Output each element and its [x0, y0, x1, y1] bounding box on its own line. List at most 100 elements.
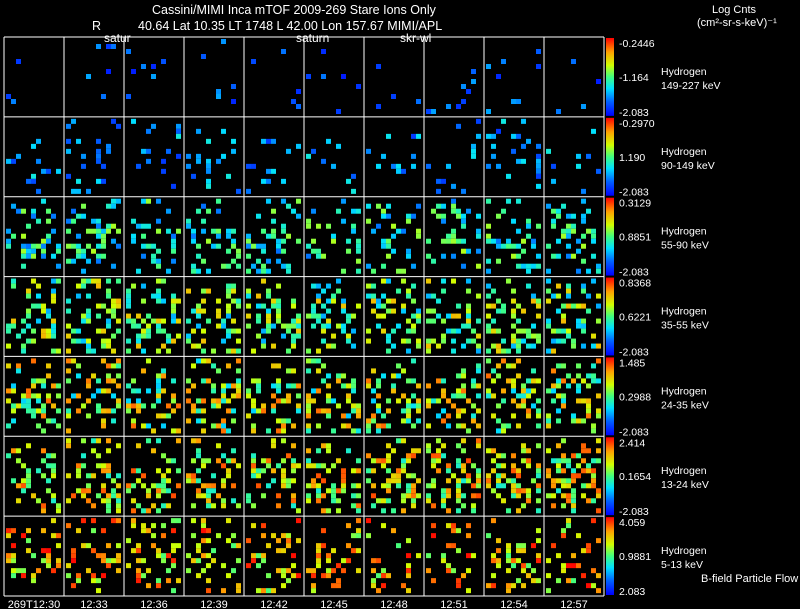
heatmap-cell: [516, 198, 521, 204]
heatmap-cell: [281, 458, 286, 464]
heatmap-cell: [341, 558, 346, 564]
heatmap-cell: [556, 293, 561, 299]
heatmap-cell: [366, 148, 371, 154]
heatmap-cell: [351, 208, 356, 214]
heatmap-cell: [496, 74, 501, 79]
heatmap-cell: [526, 333, 531, 339]
heatmap-cell: [31, 173, 36, 179]
heatmap-cell: [191, 518, 196, 524]
heatmap-cell: [381, 278, 386, 284]
heatmap-cell: [261, 343, 266, 349]
heatmap-cell: [521, 503, 526, 509]
heatmap-cell: [521, 398, 526, 404]
heatmap-cell: [236, 188, 241, 194]
heatmap-cell: [341, 423, 346, 429]
heatmap-cell: [56, 503, 61, 509]
heatmap-cell: [36, 188, 41, 194]
heatmap-cell: [461, 463, 466, 469]
heatmap-cell: [581, 378, 586, 384]
heatmap-cell: [576, 453, 581, 459]
heatmap-cell: [116, 518, 121, 524]
heatmap-cell: [386, 443, 391, 449]
heatmap-cell: [461, 373, 466, 379]
heatmap-cell: [476, 438, 481, 444]
heatmap-cell: [511, 288, 516, 294]
heatmap-cell: [436, 178, 441, 184]
heatmap-cell: [46, 373, 51, 379]
heatmap-cell: [411, 423, 416, 429]
heatmap-cell: [401, 408, 406, 414]
heatmap-cell: [171, 458, 176, 464]
heatmap-cell: [411, 213, 416, 219]
heatmap-cell: [311, 248, 316, 254]
heatmap-cell: [496, 163, 501, 169]
heatmap-cell: [371, 458, 376, 464]
heatmap-cell: [116, 473, 121, 479]
heatmap-cell: [416, 478, 421, 484]
heatmap-cell: [276, 493, 281, 499]
heatmap-cell: [41, 238, 46, 244]
heatmap-cell: [111, 118, 116, 124]
heatmap-cell: [456, 373, 461, 379]
heatmap-cell: [111, 408, 116, 414]
heatmap-cell: [341, 488, 346, 494]
heatmap-cell: [71, 218, 76, 224]
heatmap-cell: [46, 463, 51, 469]
heatmap-cell: [231, 148, 236, 154]
heatmap-cell: [46, 488, 51, 494]
heatmap-cell: [201, 568, 206, 574]
heatmap-cell: [66, 243, 71, 249]
heatmap-cell: [111, 313, 116, 319]
heatmap-cell: [221, 383, 226, 389]
heatmap-cell: [451, 198, 456, 204]
heatmap-cell: [516, 99, 521, 104]
heatmap-cell: [476, 333, 481, 339]
heatmap-cell: [221, 338, 226, 344]
heatmap-cell: [321, 443, 326, 449]
heatmap-cell: [556, 463, 561, 469]
heatmap-cell: [226, 328, 231, 334]
heatmap-cell: [256, 333, 261, 339]
heatmap-cell: [256, 313, 261, 319]
heatmap-cell: [206, 208, 211, 214]
heatmap-cell: [116, 398, 121, 404]
heatmap-cell: [371, 298, 376, 304]
heatmap-cell: [326, 138, 331, 144]
heatmap-cell: [106, 228, 111, 234]
heatmap-cell: [136, 223, 141, 229]
heatmap-cell: [281, 198, 286, 204]
heatmap-cell: [596, 448, 601, 454]
heatmap-cell: [86, 243, 91, 249]
heatmap-cell: [91, 573, 96, 579]
heatmap-cell: [431, 533, 436, 539]
heatmap-cell: [276, 398, 281, 404]
heatmap-cell: [451, 543, 456, 549]
heatmap-cell: [146, 358, 151, 364]
heatmap-cell: [81, 153, 86, 159]
heatmap-cell: [116, 553, 121, 559]
heatmap-cell: [201, 458, 206, 464]
heatmap-cell: [41, 383, 46, 389]
heatmap-cell: [456, 458, 461, 464]
heatmap-cell: [406, 488, 411, 494]
heatmap-cell: [396, 163, 401, 169]
heatmap-cell: [381, 568, 386, 574]
heatmap-cell: [66, 563, 71, 569]
heatmap-cell: [261, 268, 266, 274]
heatmap-cell: [51, 518, 56, 524]
heatmap-cell: [66, 408, 71, 414]
heatmap-cell: [386, 308, 391, 314]
heatmap-cell: [461, 493, 466, 499]
heatmap-cell: [496, 373, 501, 379]
heatmap-cell: [536, 338, 541, 344]
heatmap-cell: [341, 383, 346, 389]
heatmap-cell: [356, 548, 361, 554]
heatmap-cell: [586, 228, 591, 234]
heatmap-cell: [591, 333, 596, 339]
heatmap-cell: [546, 473, 551, 479]
heatmap-cell: [536, 298, 541, 304]
heatmap-cell: [141, 403, 146, 409]
heatmap-cell: [136, 503, 141, 509]
heatmap-cell: [461, 503, 466, 509]
heatmap-cell: [486, 358, 491, 364]
